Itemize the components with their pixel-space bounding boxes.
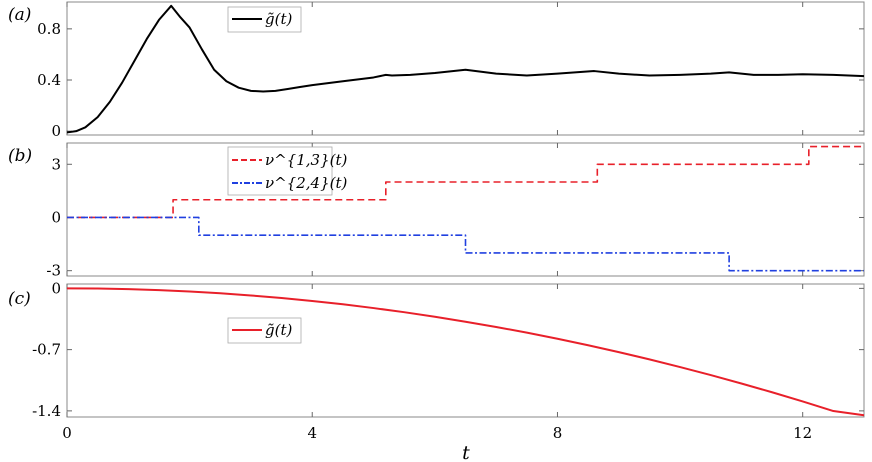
panel-c-y-tick-label: -0.7 [32,341,61,359]
panel-c-y-ticks: 0 -0.7 -1.4 [32,279,864,420]
panel-c-legend: g̃(t) [227,317,302,344]
panel-a-y-tick-label: 0.4 [37,71,61,89]
panel-c-frame [66,283,865,418]
panel-b-x-ticks [66,143,804,276]
panel-a-series-line-1 [66,4,865,134]
panel-c-x-ticks [66,284,804,417]
panel-a-frame [66,1,865,136]
panel-b-legend: ν^{1,3}(t) ν^{2,4}(t) [227,146,348,196]
panel-a-legend: g̃(t) [227,6,302,33]
x-tick-label: 12 [793,424,812,442]
panel-b-label: (b) [8,146,32,166]
panel-a-legend-label: g̃(t) [265,10,292,28]
panel-a-label: (a) [8,5,31,25]
x-tick-label: 8 [553,424,563,442]
panel-c-legend-label: g̃(t) [265,321,292,339]
panel-b-legend-label-2: ν^{2,4}(t) [265,174,348,192]
panel-b-y-tick-label: 3 [51,155,61,173]
panel-c-y-tick-label: 0 [51,279,61,297]
panel-c-series-line-1 [66,287,865,417]
x-tick-label: 4 [307,424,317,442]
panel-b-series [67,145,864,272]
panel-a-series [66,4,865,134]
panel-b-y-tick-label: 0 [51,208,61,226]
panel-c-series [66,287,865,417]
x-axis-title: t [462,442,470,462]
panel-a-y-ticks: 0 0.4 0.8 [37,20,864,140]
panel-c-label: (c) [8,289,31,309]
panel-b: (b) -3 0 3 ν^{1,3}(t) ν^{2,4}(t) [8,142,865,280]
panel-b-legend-label-1: ν^{1,3}(t) [265,151,348,169]
x-tick-labels: 0 4 8 12 [62,424,812,442]
panel-a-y-tick-label: 0.8 [37,20,61,38]
panel-b-series-line-1 [67,145,864,219]
panel-b-series-line-2 [67,216,864,272]
panel-b-y-tick-label: -3 [46,262,61,280]
panel-c: (c) 0 -0.7 -1.4 g̃(t) [8,279,865,420]
panel-a-x-ticks [66,2,804,135]
panel-a-y-tick-label: 0 [51,122,61,140]
panel-b-y-ticks: -3 0 3 [46,155,864,280]
panel-a: (a) 0 0.4 0.8 g̃(t) [8,1,865,140]
x-tick-label: 0 [62,424,72,442]
panel-b-legend-box [227,146,333,196]
panel-c-y-tick-label: -1.4 [32,402,61,420]
panel-b-frame [66,142,865,277]
